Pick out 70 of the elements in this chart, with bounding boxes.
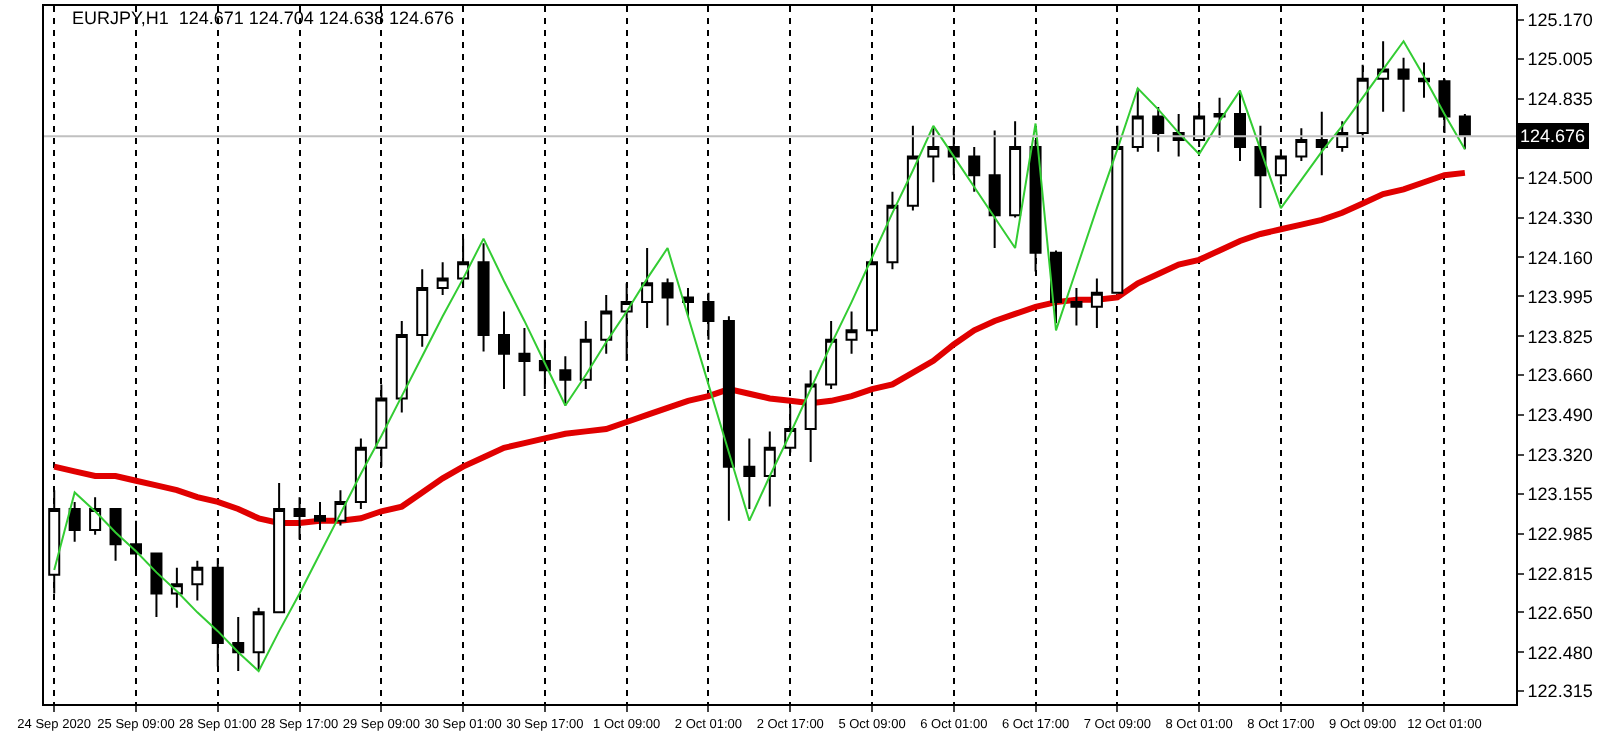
candlestick [68,500,81,543]
candlestick [682,287,694,318]
y-tick-label: 125.005 [1527,49,1593,70]
candlestick [845,310,858,355]
candlestick [191,559,204,602]
candlestick [150,552,163,619]
candlestick [661,277,674,327]
candlestick [559,355,572,407]
y-tick-label: 124.500 [1527,167,1593,188]
candlestick [314,500,326,532]
candlestick [89,496,102,536]
candlestick [395,319,408,414]
candlestick [1234,89,1246,163]
candlestick [641,247,654,329]
candlestick [1295,127,1308,163]
candlestick [1377,40,1390,113]
y-tick-label: 123.155 [1527,483,1593,504]
y-tick-label: 122.985 [1527,523,1593,544]
candlestick [1050,249,1062,325]
y-tick-label: 122.815 [1527,563,1593,584]
y-tick-label: 125.170 [1527,10,1593,31]
candlestick [1254,124,1267,210]
candlestick [416,268,429,348]
candlestick [109,507,122,562]
y-tick-label: 123.995 [1527,286,1593,307]
y-tick-label: 123.660 [1527,365,1593,386]
y-tick-label: 122.650 [1527,602,1593,623]
candlestick [722,315,735,522]
candlestick [252,606,265,673]
candlestick [354,437,367,510]
candlestick [1315,110,1328,177]
candlestick [825,319,838,391]
candlestick [743,437,756,510]
candlestick [600,294,613,355]
ref-line-label: 124.676 [1520,126,1586,146]
candlestick [579,319,592,391]
y-tick-label: 122.315 [1527,681,1593,702]
candlestick [968,146,981,193]
candlestick [1152,106,1165,153]
candlestick [763,430,776,508]
y-tick-label: 122.480 [1527,642,1593,663]
y-tick-label: 123.825 [1527,326,1593,347]
line-series [53,40,1466,673]
candlestick [886,190,899,271]
candlestick [1458,113,1471,151]
line-series [51,169,1468,527]
candlestick [927,127,940,184]
y-tick-label: 124.835 [1527,89,1593,110]
candlestick [273,482,286,614]
candlestick [1131,87,1144,153]
candlestick [498,310,510,391]
y-tick-label: 124.160 [1527,247,1593,268]
candlestick [1009,120,1022,219]
candlestick [1070,287,1083,327]
candlestick [436,261,449,297]
y-tick-label: 124.330 [1527,207,1593,228]
candlestick [518,326,531,398]
candlestick [1213,96,1226,139]
y-tick-label: 123.320 [1527,445,1593,466]
y-tick-label: 123.490 [1527,405,1593,426]
candlestick [804,369,817,463]
candlestick [1111,124,1124,294]
candlestick [477,242,490,353]
candlestick [906,124,919,212]
candlestick [988,129,1001,250]
candlestick [1397,56,1410,113]
candlestick [232,616,245,673]
candlestick [1418,61,1430,99]
chart-title: EURJPY,H1 124.671 124.704 124.638 124.676 [72,7,454,28]
candlestick [1090,277,1103,329]
